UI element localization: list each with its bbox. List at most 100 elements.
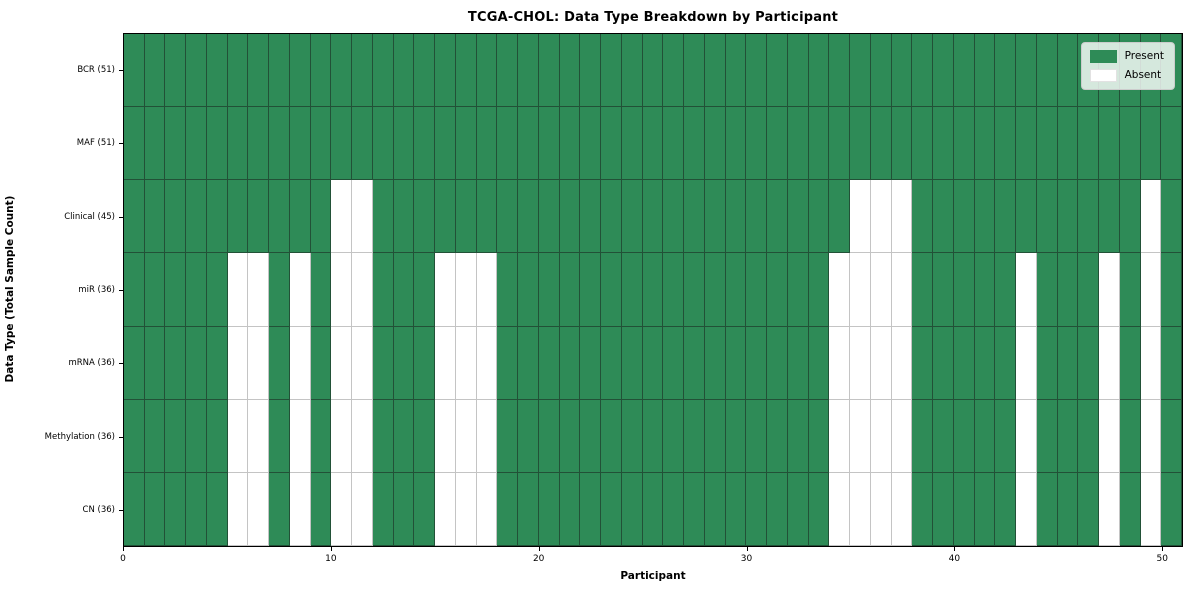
heatmap-cell: [953, 253, 975, 327]
heatmap-cell: [476, 472, 498, 546]
heatmap-cell: [1140, 326, 1162, 400]
heatmap-cell: [186, 180, 207, 254]
heatmap-cell: [1161, 253, 1182, 327]
heatmap-cell: [601, 107, 622, 181]
heatmap-cell: [891, 34, 913, 108]
heatmap-cell: [746, 399, 768, 473]
heatmap-cell: [1119, 326, 1141, 400]
heatmap-cell: [1036, 253, 1058, 327]
heatmap-cell: [995, 253, 1017, 327]
heatmap-cell: [767, 180, 788, 254]
heatmap-cell: [435, 180, 456, 254]
heatmap-cell: [1140, 107, 1162, 181]
heatmap-cell: [1078, 399, 1100, 473]
heatmap-cell: [704, 107, 726, 181]
heatmap-cell: [372, 326, 394, 400]
heatmap-cell: [455, 472, 477, 546]
heatmap-cell: [953, 326, 975, 400]
heatmap-cell: [1036, 107, 1058, 181]
heatmap-cell: [787, 253, 809, 327]
heatmap-cell: [1078, 180, 1100, 254]
heatmap-cell: [372, 34, 394, 108]
heatmap-cell: [538, 399, 560, 473]
heatmap-cell: [1036, 326, 1058, 400]
heatmap-cell: [165, 107, 187, 181]
heatmap-cell: [248, 326, 270, 400]
heatmap-cell: [933, 180, 954, 254]
heatmap-cell: [206, 253, 228, 327]
heatmap-cell: [1161, 472, 1182, 546]
heatmap-cell: [912, 34, 934, 108]
heatmap-cell: [497, 472, 519, 546]
heatmap-cell: [1119, 399, 1141, 473]
heatmap-cell: [124, 34, 145, 108]
heatmap-cell: [1057, 253, 1079, 327]
heatmap-cell: [289, 326, 311, 400]
heatmap-cell: [352, 326, 373, 400]
heatmap-cell: [393, 180, 415, 254]
heatmap-cell: [808, 326, 830, 400]
heatmap-cell: [1140, 399, 1162, 473]
heatmap-cell: [1036, 180, 1058, 254]
heatmap-cell: [1016, 326, 1037, 400]
heatmap-cell: [1119, 180, 1141, 254]
heatmap-cell: [393, 107, 415, 181]
heatmap-cell: [601, 180, 622, 254]
heatmap-cell: [870, 180, 892, 254]
heatmap-cell: [684, 107, 705, 181]
heatmap-cell: [912, 180, 934, 254]
heatmap-cell: [144, 472, 166, 546]
heatmap-cell: [1016, 107, 1037, 181]
heatmap-cell: [206, 34, 228, 108]
heatmap-cell: [186, 107, 207, 181]
y-tick-label: CN (36): [82, 505, 115, 516]
heatmap-cell: [248, 107, 270, 181]
heatmap-cell: [912, 399, 934, 473]
heatmap-cell: [767, 253, 788, 327]
heatmap-cell: [933, 399, 954, 473]
heatmap-cell: [124, 180, 145, 254]
heatmap-cell: [891, 326, 913, 400]
heatmap-cell: [144, 326, 166, 400]
heatmap-cell: [725, 399, 747, 473]
heatmap-cell: [559, 472, 581, 546]
heatmap-cell: [269, 180, 290, 254]
heatmap-cell: [559, 34, 581, 108]
heatmap-cell: [310, 34, 332, 108]
heatmap-cell: [580, 253, 602, 327]
heatmap-cell: [352, 180, 373, 254]
heatmap-cell: [787, 180, 809, 254]
heatmap-cell: [580, 34, 602, 108]
heatmap-cell: [186, 399, 207, 473]
heatmap-cell: [601, 253, 622, 327]
heatmap-cell: [476, 34, 498, 108]
heatmap-cell: [995, 180, 1017, 254]
heatmap-cell: [933, 326, 954, 400]
heatmap-cell: [974, 472, 996, 546]
heatmap-cell: [559, 326, 581, 400]
heatmap-cell: [497, 326, 519, 400]
heatmap-cell: [227, 399, 249, 473]
heatmap-cell: [704, 180, 726, 254]
heatmap-cell: [995, 472, 1017, 546]
heatmap-cell: [538, 107, 560, 181]
heatmap-cell: [663, 326, 685, 400]
heatmap-cell: [165, 253, 187, 327]
heatmap-cell: [663, 107, 685, 181]
heatmap-cell: [352, 399, 373, 473]
heatmap-cell: [870, 399, 892, 473]
legend: Present Absent: [1080, 42, 1175, 90]
heatmap-cell: [933, 472, 954, 546]
heatmap-cell: [725, 326, 747, 400]
heatmap-cell: [850, 472, 871, 546]
heatmap-cell: [538, 253, 560, 327]
heatmap-cell: [870, 34, 892, 108]
heatmap-cell: [995, 34, 1017, 108]
heatmap-cell: [725, 180, 747, 254]
heatmap-cell: [1119, 253, 1141, 327]
plot-area: Present Absent: [123, 33, 1183, 547]
heatmap-cell: [850, 399, 871, 473]
heatmap-cell: [767, 472, 788, 546]
heatmap-cell: [953, 399, 975, 473]
heatmap-cell: [227, 253, 249, 327]
